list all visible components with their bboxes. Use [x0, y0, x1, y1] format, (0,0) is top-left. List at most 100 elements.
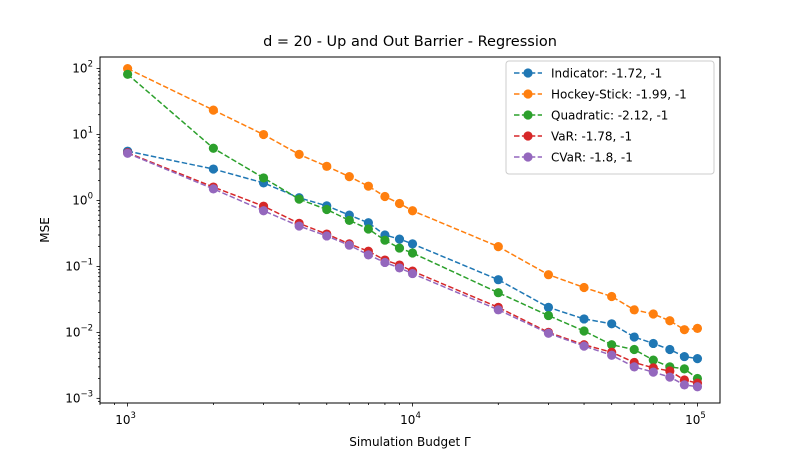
data-point	[394, 263, 405, 273]
data-point	[692, 354, 703, 364]
data-point	[543, 302, 554, 312]
data-point	[629, 305, 639, 315]
y-tick-label: 10−3	[65, 389, 93, 405]
data-point	[679, 325, 690, 335]
legend-label: Hockey-Stick: -1.99, -1	[551, 88, 687, 102]
data-point	[322, 161, 332, 171]
data-point	[208, 164, 218, 174]
data-point	[579, 282, 589, 293]
data-point	[692, 382, 703, 392]
data-point	[665, 372, 675, 382]
legend-marker	[523, 152, 533, 162]
data-point	[607, 319, 617, 329]
data-point	[579, 326, 589, 336]
data-point	[648, 367, 658, 377]
legend-item: Indicator: -1.72, -1	[514, 67, 662, 81]
data-point	[394, 198, 405, 209]
data-point	[665, 344, 675, 355]
data-point	[407, 206, 418, 216]
data-point	[394, 243, 405, 253]
series	[123, 148, 703, 388]
y-tick-label: 10−1	[65, 257, 93, 273]
x-axis: 103 104 105	[99, 403, 706, 427]
data-point	[322, 204, 332, 215]
data-point	[380, 191, 390, 202]
x-axis-label: Simulation Budget Γ	[349, 435, 471, 449]
legend-label: Indicator: -1.72, -1	[551, 67, 662, 81]
data-point	[629, 344, 639, 355]
y-axis: 10−3 10−2 10−1 100 101 102	[65, 60, 100, 405]
data-point	[679, 364, 690, 374]
data-point	[493, 305, 503, 315]
data-point	[294, 149, 304, 160]
legend-marker	[523, 68, 533, 78]
data-point	[543, 270, 554, 280]
data-point	[648, 355, 658, 365]
legend-item: CVaR: -1.8, -1	[514, 151, 633, 165]
data-point	[679, 351, 690, 362]
data-point	[363, 224, 373, 234]
legend-marker	[523, 89, 533, 99]
legend: Indicator: -1.72, -1 Hockey-Stick: -1.99,…	[505, 60, 715, 175]
y-tick-label: 101	[72, 126, 93, 142]
chart-title: d = 20 - Up and Out Barrier - Regression	[263, 34, 557, 50]
legend-frame	[505, 60, 715, 175]
data-point	[543, 328, 554, 338]
data-point	[344, 172, 354, 182]
data-point	[679, 380, 690, 390]
data-point	[123, 148, 133, 158]
data-point	[123, 69, 133, 79]
data-point	[629, 332, 639, 342]
data-point	[407, 268, 418, 279]
legend-label: CVaR: -1.8, -1	[551, 151, 633, 165]
data-point	[579, 341, 589, 351]
y-axis-label: MSE	[38, 217, 52, 243]
data-point	[294, 194, 304, 204]
x-tick-label: 105	[685, 411, 706, 427]
data-point	[543, 310, 554, 321]
data-point	[493, 242, 503, 252]
data-point	[579, 314, 589, 324]
plot-area	[123, 64, 703, 392]
data-point	[208, 105, 218, 115]
x-tick-label: 104	[400, 411, 421, 427]
legend-label: Quadratic: -2.12, -1	[551, 109, 668, 123]
data-point	[344, 240, 354, 250]
data-point	[322, 231, 332, 241]
data-point	[380, 257, 390, 268]
data-point	[607, 291, 617, 302]
data-point	[665, 316, 675, 326]
series	[123, 69, 703, 384]
y-tick-label: 10−2	[65, 323, 93, 339]
data-point	[294, 221, 304, 231]
data-point	[258, 173, 269, 183]
data-point	[493, 275, 503, 285]
legend-item: VaR: -1.78, -1	[514, 130, 632, 144]
legend-item: Quadratic: -2.12, -1	[514, 109, 668, 123]
data-point	[407, 248, 418, 258]
data-point	[380, 235, 390, 245]
data-point	[607, 340, 617, 350]
data-point	[407, 239, 418, 249]
data-point	[648, 309, 658, 319]
data-point	[648, 338, 658, 349]
data-point	[208, 184, 218, 194]
data-point	[363, 250, 373, 260]
data-point	[258, 206, 269, 216]
series	[123, 64, 703, 335]
legend-label: VaR: -1.78, -1	[551, 130, 632, 144]
series	[123, 148, 703, 392]
data-point	[363, 181, 373, 191]
legend-item: Hockey-Stick: -1.99, -1	[514, 88, 687, 102]
data-point	[344, 215, 354, 225]
data-point	[208, 143, 218, 153]
data-point	[258, 129, 269, 140]
legend-marker	[523, 110, 533, 120]
data-point	[692, 323, 703, 333]
y-tick-label: 102	[72, 60, 93, 76]
y-tick-label: 100	[72, 192, 93, 208]
axes-frame	[99, 56, 721, 404]
data-point	[629, 362, 639, 372]
legend-marker	[523, 131, 533, 141]
